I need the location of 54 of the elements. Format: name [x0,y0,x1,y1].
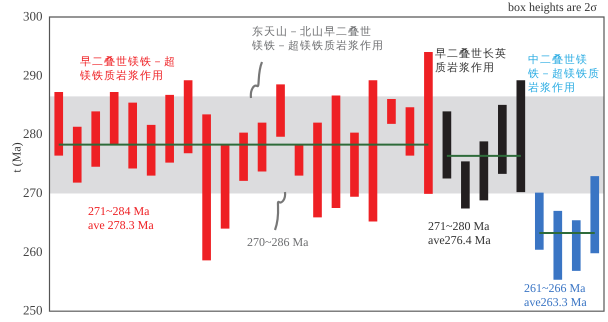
bar [258,122,266,172]
bar [294,146,304,176]
bar [480,141,488,200]
bar [368,80,378,222]
annotation: ave263.3 Ma [524,295,587,309]
y-tick-label: 290 [23,67,42,82]
bar [72,126,82,183]
annotation: 中二叠世镁 [528,53,588,66]
annotation: 271~280 Ma [428,219,490,233]
y-tick-label: 280 [23,126,42,142]
annotation: 镁铁质岩浆作用 [80,69,164,82]
bar [516,80,526,192]
text: box heights are 2σ [508,0,597,14]
annotation: 铁－超镁铁质 [528,67,600,80]
bar [184,80,192,154]
annotation: ave276.4 Ma [428,233,491,247]
bar [165,94,174,163]
annotation: 早二叠世长英 [435,47,507,60]
bar [276,84,285,137]
bar [461,161,470,209]
annotation: 镁铁－超镁铁质岩浆作用 [252,39,384,52]
bar [442,111,452,179]
annotation: 东天山－北山早二叠世 [252,25,372,38]
y-tick-label: 250 [23,302,42,318]
annotation: 早二叠世镁铁－超 [80,55,176,68]
bar [534,192,544,250]
bar [424,52,433,194]
bar [498,104,507,174]
bar [91,111,100,167]
y-tick-label: 270 [23,184,42,200]
bar [332,96,340,208]
bar [146,124,156,176]
annotation: ave 278.3 Ma [88,218,154,232]
bar [202,114,211,260]
bar [239,132,248,181]
y-tick-label: 260 [23,244,42,259]
bar [387,99,396,124]
annotation: 271~284 Ma [88,204,150,218]
annotation: 261~266 Ma [524,281,586,295]
annotation: 质岩浆作用 [435,61,495,74]
bar [572,220,581,271]
bar [406,107,414,156]
bar [54,92,64,156]
bar [110,92,119,144]
bar [590,176,600,254]
bar [350,132,359,197]
bar [220,146,230,229]
y-tick-label: 300 [23,8,42,24]
annotation: 岩浆作用 [528,81,576,94]
bar [553,210,562,280]
annotation: 270~286 Ma [247,235,308,249]
bar [128,102,138,169]
bar [313,122,322,218]
y-axis-title: t (Ma) [10,142,25,173]
